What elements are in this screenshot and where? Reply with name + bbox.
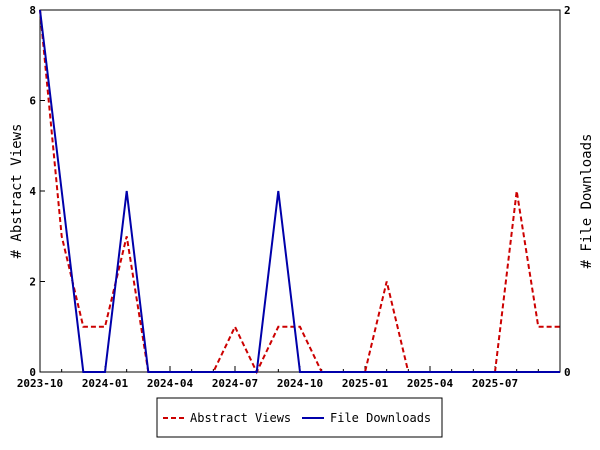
legend-label-abstract-views: Abstract Views [190, 411, 291, 425]
x-tick-label: 2025-07 [472, 377, 518, 390]
y-tick-label-left: 4 [29, 185, 36, 198]
series-layer [39, 9, 560, 375]
x-tick-label: 2025-01 [342, 377, 389, 390]
x-tick-label: 2024-10 [277, 377, 323, 390]
y-axis-left: 0 2 4 6 8 [29, 4, 45, 379]
legend-label-file-downloads: File Downloads [330, 411, 431, 425]
x-axis: 2023-10 2024-01 2024-04 2024-07 2024-10 2025-… [17, 366, 561, 390]
y-tick-label-left: 0 [29, 366, 36, 379]
y-tick-label-left: 8 [29, 4, 36, 17]
x-tick-label: 2025-04 [407, 377, 454, 390]
series-line-file-downloads [39, 9, 560, 373]
legend-box [156, 397, 443, 438]
y-tick-label-right: 0 [564, 366, 571, 379]
x-tick-label: 2024-04 [147, 377, 194, 390]
y-axis-title-left: # Abstract Views [9, 124, 25, 259]
plot-area [39, 9, 561, 373]
y-tick-label-left: 2 [29, 276, 36, 289]
y-tick-label-right: 2 [564, 4, 571, 17]
y-axis-title-right: # File Downloads [579, 134, 595, 269]
y-tick-label-left: 6 [29, 95, 36, 108]
x-tick-label: 2024-01 [82, 377, 129, 390]
x-tick-label: 2023-10 [17, 377, 63, 390]
x-tick-label: 2024-07 [212, 377, 258, 390]
legend: Abstract Views File Downloads [156, 397, 443, 438]
